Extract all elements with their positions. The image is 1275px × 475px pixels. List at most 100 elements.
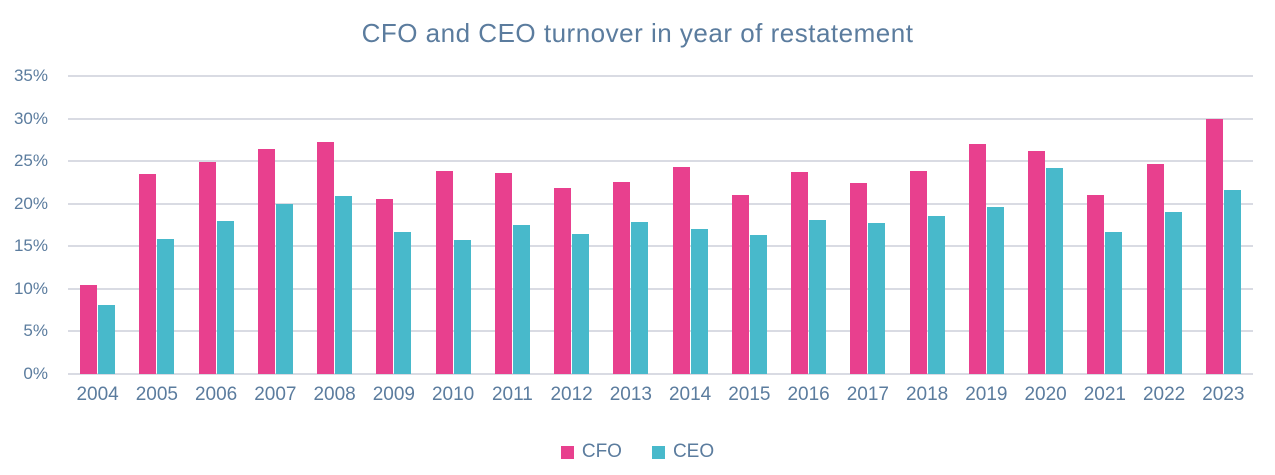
bar-cfo-2013 <box>613 181 631 374</box>
gridline-20% <box>68 202 1253 205</box>
gridline-15% <box>68 245 1253 248</box>
plot-area <box>68 75 1253 375</box>
bar-group-2009 <box>364 76 423 374</box>
bar-ceo-2019 <box>986 207 1004 374</box>
chart-title: CFO and CEO turnover in year of restatem… <box>361 18 914 48</box>
bar-ceo-2007 <box>275 203 293 374</box>
y-axis-labels: 35% 30% 25% 20% 15% 10% 5% 0% <box>0 0 58 475</box>
x-tick-label-2010: 2010 <box>431 384 475 405</box>
bar-ceo-2020 <box>1046 167 1064 374</box>
bar-cfo-2017 <box>850 183 868 374</box>
bar-ceo-2015 <box>749 235 767 374</box>
bar-ceo-2022 <box>1164 212 1182 374</box>
bar-ceo-2012 <box>572 233 590 374</box>
bar-group-2012 <box>542 76 601 374</box>
bar-group-2015 <box>720 76 779 374</box>
x-tick-label-2017: 2017 <box>846 384 890 405</box>
bar-ceo-2021 <box>1105 231 1123 374</box>
bar-group-2006 <box>187 76 246 374</box>
bar-ceo-2013 <box>631 222 649 374</box>
bar-cfo-2015 <box>731 195 749 374</box>
bar-ceo-2004 <box>98 305 116 374</box>
bar-cfo-2007 <box>257 149 275 374</box>
gridline-0% <box>68 373 1253 375</box>
bar-cfo-2004 <box>80 285 98 374</box>
bar-group-2011 <box>483 76 542 374</box>
bar-ceo-2017 <box>868 223 886 374</box>
bar-series <box>68 76 1253 374</box>
bar-group-2022 <box>1135 76 1194 374</box>
x-tick-label-2009: 2009 <box>372 384 416 405</box>
bar-group-2005 <box>127 76 186 374</box>
bar-group-2013 <box>601 76 660 374</box>
y-tick-label-10%: 10% <box>13 278 48 298</box>
x-tick-label-2008: 2008 <box>313 384 356 405</box>
y-tick-label-25%: 25% <box>13 151 48 171</box>
bar-cfo-2023 <box>1205 119 1223 374</box>
bar-cfo-2021 <box>1087 195 1105 374</box>
x-tick-label-2019: 2019 <box>965 384 1008 405</box>
bar-ceo-2005 <box>157 238 175 374</box>
gridline-5% <box>68 330 1253 333</box>
ceo-color-swatch <box>651 445 665 459</box>
bar-cfo-2010 <box>435 170 453 374</box>
bar-cfo-2022 <box>1146 163 1164 374</box>
bar-ceo-2011 <box>512 225 530 374</box>
bar-ceo-2018 <box>927 215 945 374</box>
gridline-30% <box>68 117 1253 120</box>
y-tick-label-20%: 20% <box>13 193 48 213</box>
gridline-25% <box>68 160 1253 163</box>
bar-cfo-2020 <box>1028 150 1046 374</box>
legend-label-ceo: CEO <box>672 441 715 462</box>
x-tick-label-2012: 2012 <box>550 384 593 405</box>
bar-group-2021 <box>1075 76 1134 374</box>
bar-cfo-2019 <box>968 144 986 374</box>
bar-ceo-2009 <box>394 231 412 374</box>
y-tick-label-30%: 30% <box>13 108 48 128</box>
bar-cfo-2005 <box>139 173 157 374</box>
x-tick-label-2018: 2018 <box>905 384 949 405</box>
legend-label-cfo: CFO <box>581 441 622 462</box>
x-tick-label-2023: 2023 <box>1202 384 1245 405</box>
legend-item-ceo: CEO <box>651 441 715 463</box>
y-tick-label-35%: 35% <box>13 66 48 85</box>
bar-group-2020 <box>1016 76 1075 374</box>
bar-ceo-2010 <box>453 240 471 374</box>
gridline-10% <box>68 287 1253 290</box>
bar-ceo-2006 <box>216 220 234 374</box>
bar-cfo-2018 <box>909 171 927 374</box>
bar-group-2016 <box>779 76 838 374</box>
bar-group-2010 <box>424 76 483 374</box>
x-axis-labels: 2004 2005 2006 2007 2008 2009 2010 2011 2012 2013… <box>68 384 1253 406</box>
bar-cfo-2008 <box>317 141 335 374</box>
bar-group-2004 <box>68 76 127 374</box>
bar-cfo-2014 <box>672 167 690 374</box>
cfo-color-swatch <box>560 445 574 459</box>
bar-cfo-2011 <box>494 173 512 374</box>
x-tick-label-2020: 2020 <box>1024 384 1067 405</box>
x-tick-label-2011: 2011 <box>491 384 533 405</box>
bar-group-2007 <box>246 76 305 374</box>
x-tick-label-2013: 2013 <box>609 384 653 405</box>
bar-group-2008 <box>305 76 364 374</box>
bar-ceo-2023 <box>1223 190 1241 374</box>
x-tick-label-2005: 2005 <box>135 384 179 405</box>
gridline-35% <box>68 75 1253 77</box>
x-tick-label-2015: 2015 <box>728 384 771 405</box>
x-tick-label-2006: 2006 <box>194 384 238 405</box>
y-tick-label-5%: 5% <box>23 321 48 341</box>
bar-cfo-2012 <box>554 188 572 374</box>
x-tick-label-2004: 2004 <box>76 384 119 405</box>
bar-group-2023 <box>1194 76 1253 374</box>
bar-cfo-2009 <box>376 199 394 374</box>
x-tick-label-2021: 2021 <box>1083 384 1127 405</box>
y-tick-label-15%: 15% <box>13 236 48 256</box>
x-tick-label-2022: 2022 <box>1142 384 1186 405</box>
bar-cfo-2016 <box>791 172 809 374</box>
bar-ceo-2008 <box>335 196 353 374</box>
x-tick-label-2014: 2014 <box>668 384 712 405</box>
x-tick-label-2007: 2007 <box>254 384 297 405</box>
y-tick-label-0%: 0% <box>23 364 48 383</box>
bar-group-2018 <box>898 76 957 374</box>
